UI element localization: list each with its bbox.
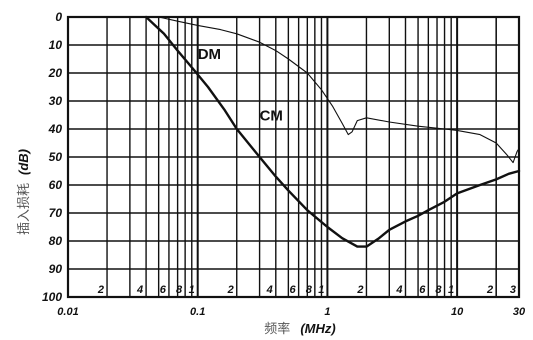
series-line-cm [144,15,521,248]
y-tick-label: 30 [49,94,63,108]
y-tick-label: 60 [49,178,63,192]
svg-text:插入损耗 (dB): 插入损耗 (dB) [15,149,32,235]
y-tick-label: 20 [48,66,63,80]
chart-grid [66,15,521,299]
y-tick-labels: 0 10 20 30 40 50 60 70 80 90 100 [42,10,62,304]
x-axis-title: 频率 (MHz) [264,320,335,337]
y-tick-label: 70 [49,206,63,220]
y-tick-label: 100 [42,290,62,304]
y-tick-label: 90 [49,262,63,276]
x-minor-label: 1 [448,284,454,296]
x-axis-title-unit: (MHz) [300,321,335,336]
x-minor-label: 2 [227,284,234,296]
x-minor-label: 8 [435,284,442,296]
x-minor-label: 6 [160,284,167,296]
series-lines [144,15,521,248]
x-minor-label: 4 [395,284,402,296]
x-minor-label: 8 [176,284,183,296]
y-axis-title-cn: 插入损耗 [17,183,32,235]
y-tick-label: 40 [48,122,63,136]
series-labels: DM CM [198,46,283,125]
x-minor-label: 4 [136,284,143,296]
x-minor-label: 6 [290,284,297,296]
x-minor-label: 2 [97,284,104,296]
x-minor-label: 8 [306,284,313,296]
x-minor-label: 3 [510,284,516,296]
x-minor-label: 1 [318,284,324,296]
x-minor-label: 1 [189,284,195,296]
series-label-dm: DM [198,46,221,63]
x-tick-label: 0.1 [190,306,205,318]
y-axis-title: 插入损耗 (dB) [15,149,32,235]
x-tick-label: 10 [451,306,464,318]
y-tick-label: 10 [49,38,63,52]
x-tick-label: 0.01 [57,306,78,318]
series-label-cm: CM [260,108,283,125]
x-minor-label: 6 [419,284,426,296]
plot-frame [66,15,521,299]
x-minor-label: 2 [486,284,493,296]
y-tick-label: 0 [55,10,62,24]
x-tick-label: 1 [324,306,330,318]
x-axis-title-cn: 频率 [264,321,290,337]
x-tick-labels: 0.01 0.1 1 10 30 [57,306,526,318]
y-tick-label: 80 [49,234,63,248]
series-line-dm [158,16,520,164]
x-minor-label: 2 [356,284,363,296]
x-tick-label: 30 [513,306,526,318]
x-minor-label: 4 [266,284,273,296]
y-axis-title-unit: (dB) [16,149,31,175]
y-tick-label: 50 [49,150,63,164]
